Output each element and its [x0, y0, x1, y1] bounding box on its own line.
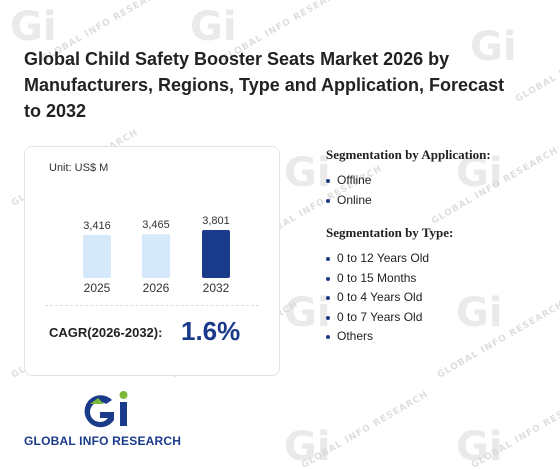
watermark-text: GLOBAL INFO RESEARCH [470, 389, 560, 469]
market-chart-card: Unit: US$ M 3,416 2025 3,465 2026 3,801 2032 … [24, 146, 280, 376]
watermark-text: GLOBAL INFO RESEARCH [436, 299, 560, 381]
x-tick-label: 2026 [143, 281, 170, 295]
list-item: 0 to 7 Years Old [326, 308, 453, 328]
bar-value-label: 3,416 [83, 220, 111, 232]
watermark-logo: Gi [190, 4, 237, 50]
list-item: Online [326, 191, 491, 211]
watermark-logo: Gi [284, 424, 331, 469]
watermark-logo: Gi [284, 150, 331, 196]
page-title: Global Child Safety Booster Seats Market… [24, 49, 505, 121]
bar-2032 [202, 230, 230, 278]
watermark-logo: Gi [284, 290, 331, 336]
bar-2025 [83, 234, 111, 278]
list-item: Offline [326, 171, 491, 191]
segmentation-by-application: Segmentation by Application: Offline Onl… [326, 147, 491, 210]
watermark-logo: Gi [456, 424, 503, 469]
watermark-logo: Gi [10, 4, 57, 50]
bar-value-label: 3,801 [202, 215, 230, 227]
bar-2026 [142, 234, 170, 278]
logo-name: GLOBAL INFO RESEARCH [24, 434, 182, 448]
type-list: 0 to 12 Years Old 0 to 15 Months 0 to 4 … [326, 249, 453, 347]
x-tick-label: 2032 [203, 281, 230, 295]
logo-mark-icon [84, 391, 128, 428]
list-item: 0 to 15 Months [326, 269, 453, 289]
bar-value-label: 3,465 [142, 219, 170, 231]
segmentation-type-title: Segmentation by Type: [326, 225, 454, 240]
segmentation-application-title: Segmentation by Application: [326, 147, 491, 162]
x-tick-label: 2025 [84, 281, 111, 295]
global-info-research-logo: GLOBAL INFO RESEARCH [24, 390, 194, 450]
bar-chart: 3,416 2025 3,465 2026 3,801 2032 [83, 215, 230, 295]
list-item: 0 to 12 Years Old [326, 249, 453, 269]
list-item: Others [326, 327, 453, 347]
cagr-label: CAGR(2026-2032): [49, 325, 163, 340]
segmentation-by-type: Segmentation by Type: 0 to 12 Years Old … [326, 225, 453, 347]
chart-divider [45, 305, 259, 306]
list-item: 0 to 4 Years Old [326, 288, 453, 308]
watermark-text: GLOBAL INFO RESEARCH [300, 389, 431, 469]
watermark-logo: Gi [456, 290, 503, 336]
cagr-value: 1.6% [181, 316, 241, 346]
unit-label: Unit: US$ M [49, 162, 109, 174]
application-list: Offline Online [326, 171, 491, 210]
